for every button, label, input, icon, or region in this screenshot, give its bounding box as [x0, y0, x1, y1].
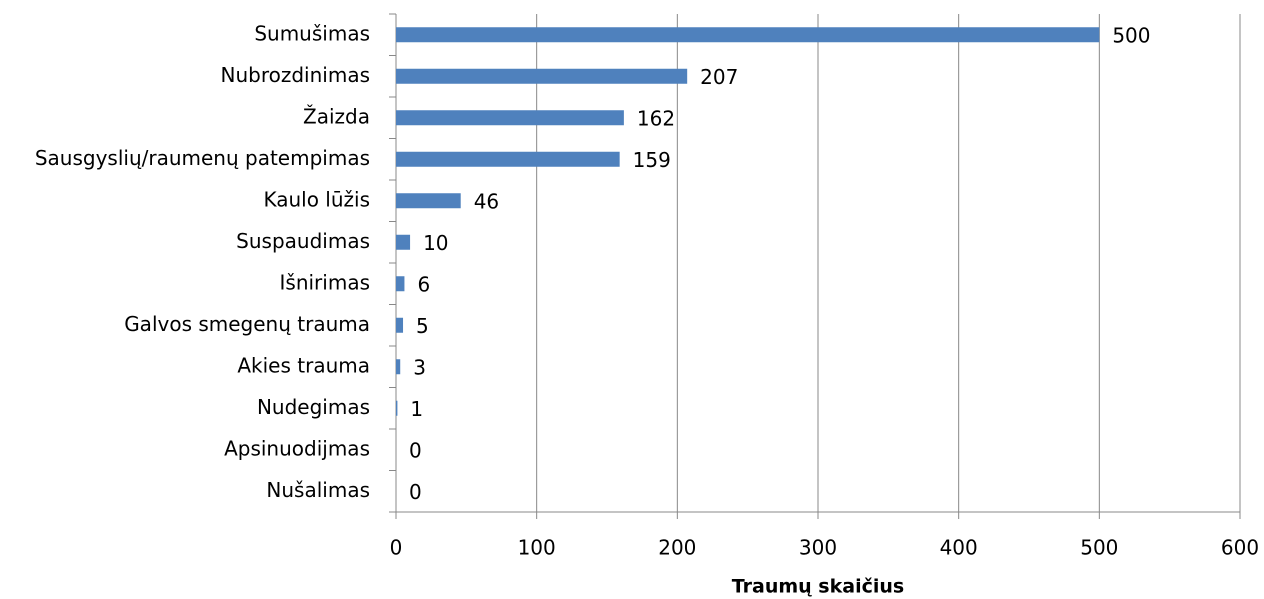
data-label: 1 [410, 397, 423, 421]
y-tick-label: Apsinuodijmas [224, 436, 370, 460]
y-tick-label: Suspaudimas [236, 229, 370, 253]
bar [396, 68, 688, 84]
y-tick-label: Sumušimas [254, 21, 370, 45]
x-tick-label: 200 [658, 536, 696, 560]
x-tick-label: 100 [518, 536, 556, 560]
bar [396, 151, 620, 167]
y-tick-label: Akies trauma [237, 353, 370, 377]
y-tick-label: Kaulo lūžis [263, 187, 370, 211]
bar [396, 276, 405, 292]
bar [396, 110, 624, 126]
x-tick-label: 400 [940, 536, 978, 560]
data-label: 5 [416, 314, 429, 338]
data-label: 207 [700, 65, 738, 89]
x-tick-label: 500 [1080, 536, 1118, 560]
y-tick-label: Išnirimas [280, 270, 371, 294]
data-label: 162 [637, 106, 675, 130]
y-tick-label: Sausgyslių/raumenų patempimas [35, 146, 370, 170]
bar [396, 359, 401, 375]
bar [396, 193, 461, 209]
data-label: 10 [423, 231, 448, 255]
x-tick-label: 0 [390, 536, 403, 560]
x-axis-title: Traumų skaičius [732, 576, 904, 598]
y-tick-label: Nušalimas [266, 478, 370, 502]
x-tick-label: 300 [799, 536, 837, 560]
data-label: 159 [633, 148, 671, 172]
bar [396, 234, 411, 250]
data-label: 3 [413, 355, 426, 379]
bar [396, 400, 398, 416]
x-tick-label: 600 [1221, 536, 1259, 560]
y-tick-label: Nubrozdinimas [221, 63, 371, 87]
y-tick-label: Žaizda [303, 104, 370, 128]
bar [396, 317, 404, 333]
data-label: 0 [409, 438, 422, 462]
y-tick-label: Nudegimas [257, 395, 370, 419]
data-label: 46 [474, 189, 499, 213]
y-tick-label: Galvos smegenų trauma [124, 312, 370, 336]
bar [396, 27, 1100, 43]
data-label: 0 [409, 480, 422, 504]
data-label: 500 [1112, 23, 1150, 47]
data-label: 6 [417, 272, 430, 296]
